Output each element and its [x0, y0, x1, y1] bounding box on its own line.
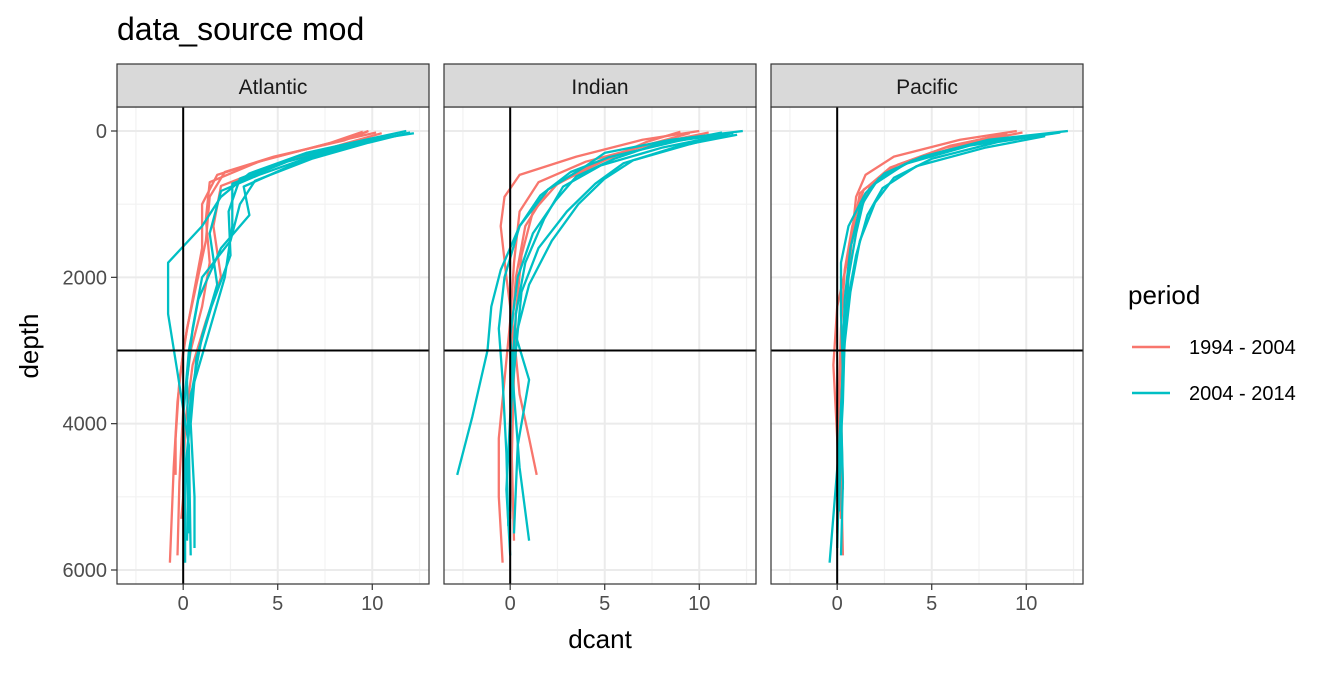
x-tick-label: 5 — [272, 593, 283, 615]
y-axis-label: depth — [14, 313, 44, 378]
profile-line-early-0 — [499, 129, 700, 476]
facet-pacific: Pacific — [770, 63, 1084, 585]
y-tick-label: 4000 — [63, 414, 108, 436]
facet-strip — [770, 63, 1084, 108]
panel-background — [771, 107, 1083, 584]
panel-background — [117, 107, 429, 584]
x-axis-ticks: 0 5 10 0 5 10 0 5 10 — [178, 584, 1037, 615]
y-tick-label: 2000 — [63, 267, 108, 289]
legend-entry-label: 1994 - 2004 — [1189, 337, 1296, 359]
facet-indian: Indian — [443, 63, 757, 585]
profile-line-late-1 — [509, 132, 734, 541]
y-axis-ticks: 0 2000 4000 6000 — [63, 121, 117, 582]
legend-entry-label: 2004 - 2014 — [1189, 383, 1296, 405]
facet-strip-label: Atlantic — [239, 76, 308, 99]
legend-entry: 2004 - 2014 — [1132, 383, 1296, 405]
profile-line-late-3 — [497, 131, 723, 527]
y-tick-label: 6000 — [63, 560, 108, 582]
panel-background — [444, 107, 756, 584]
profile-line-early-2 — [176, 130, 364, 556]
profile-line-early-3 — [509, 130, 681, 519]
profile-lines — [828, 129, 1069, 563]
x-tick-label: 10 — [361, 593, 383, 615]
facet-panels: Atlantic Indian Pacific — [116, 63, 1084, 585]
legend: period 1994 - 2004 2004 - 2014 — [1128, 280, 1296, 405]
profile-line-late-0 — [166, 129, 407, 556]
y-tick-label: 0 — [96, 121, 107, 143]
x-tick-label: 5 — [926, 593, 937, 615]
x-tick-label: 0 — [505, 593, 516, 615]
legend-title: period — [1128, 280, 1200, 310]
x-tick-label: 0 — [832, 593, 843, 615]
facet-strip-label: Pacific — [896, 76, 958, 99]
facet-strip — [443, 63, 757, 108]
profile-line-early-1 — [497, 131, 709, 563]
x-tick-label: 10 — [688, 593, 710, 615]
profile-line-late-4 — [512, 132, 730, 534]
facet-strip-label: Indian — [571, 76, 628, 99]
x-tick-label: 5 — [599, 593, 610, 615]
x-tick-label: 0 — [178, 593, 189, 615]
profile-line-late-5 — [185, 132, 405, 541]
profile-line-late-4 — [837, 134, 1046, 512]
x-axis-label: dcant — [568, 624, 632, 654]
facet-strip — [116, 63, 430, 108]
legend-entry: 1994 - 2004 — [1132, 337, 1296, 359]
legend-entries: 1994 - 2004 2004 - 2014 — [1132, 337, 1296, 405]
x-tick-label: 10 — [1015, 593, 1037, 615]
chart-title: data_source mod — [117, 11, 364, 47]
facet-atlantic: Atlantic — [116, 63, 430, 585]
profile-line-late-1 — [189, 132, 415, 548]
